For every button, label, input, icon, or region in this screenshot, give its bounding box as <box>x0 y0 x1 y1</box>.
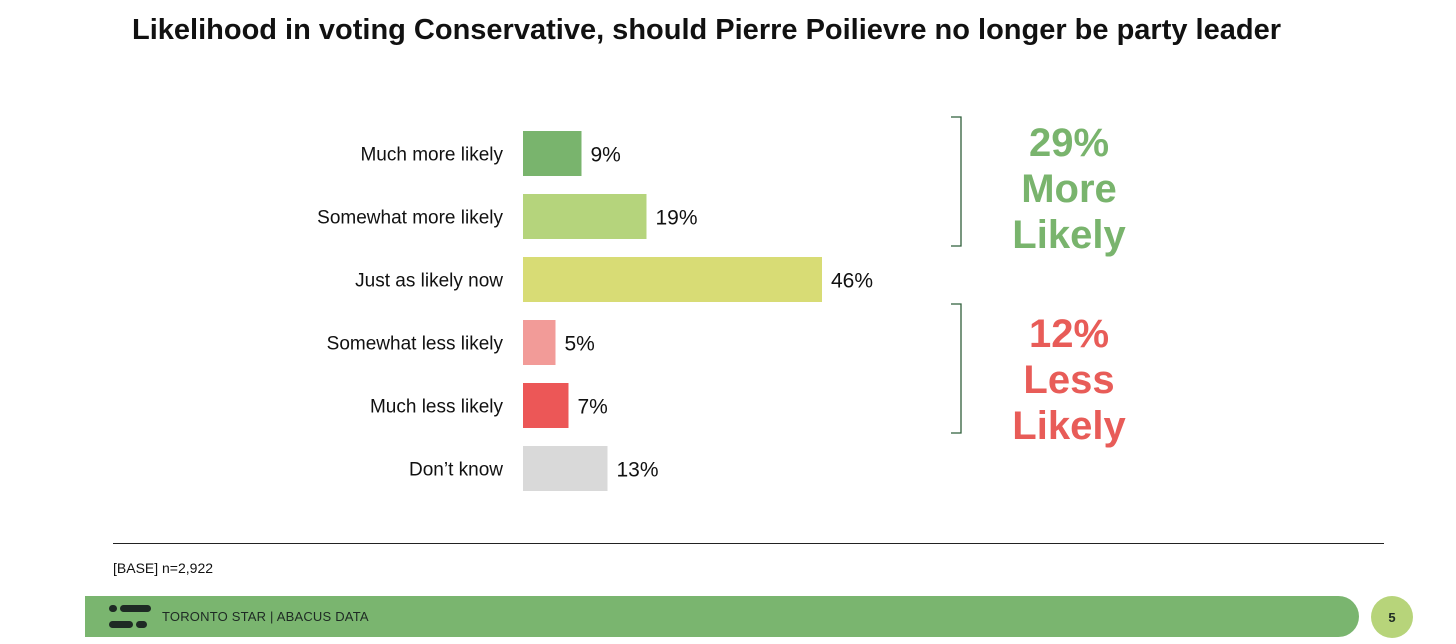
category-label: Somewhat less likely <box>327 334 504 355</box>
summary-text: More <box>1021 167 1117 211</box>
bar <box>523 194 647 239</box>
chart-title: Likelihood in voting Conservative, shoul… <box>132 14 1281 46</box>
summary-text: 12% <box>1029 312 1109 356</box>
summary-text: Likely <box>1012 213 1126 257</box>
summary-text: 29% <box>1029 121 1109 165</box>
bar <box>523 131 582 176</box>
bar <box>523 257 822 302</box>
base-note: [BASE] n=2,922 <box>113 560 214 576</box>
bar <box>523 320 556 365</box>
page-number-badge: 5 <box>1371 596 1413 638</box>
category-label: Much more likely <box>360 145 503 166</box>
value-label: 9% <box>591 144 621 167</box>
category-label: Much less likely <box>370 397 504 418</box>
bar <box>523 446 608 491</box>
bracket-line <box>951 116 962 247</box>
value-label: 13% <box>617 459 659 482</box>
bar <box>523 383 569 428</box>
category-label: Just as likely now <box>355 271 503 292</box>
brand-text: TORONTO STAR | ABACUS DATA <box>162 609 369 624</box>
summary-text: Less <box>1023 358 1114 402</box>
abacus-logo-icon <box>109 605 151 628</box>
bracket-line <box>951 303 962 434</box>
value-label: 19% <box>656 207 698 230</box>
category-label: Don’t know <box>409 460 503 481</box>
value-label: 5% <box>565 333 595 356</box>
footer-bar: TORONTO STAR | ABACUS DATA <box>85 596 1359 637</box>
summary-text: Likely <box>1012 404 1126 448</box>
bar-chart: Much more likely 9% Somewhat more likely 19… <box>317 116 1126 491</box>
value-label: 7% <box>578 396 608 419</box>
footer-divider <box>113 543 1384 544</box>
value-label: 46% <box>831 270 873 293</box>
category-label: Somewhat more likely <box>317 208 503 229</box>
